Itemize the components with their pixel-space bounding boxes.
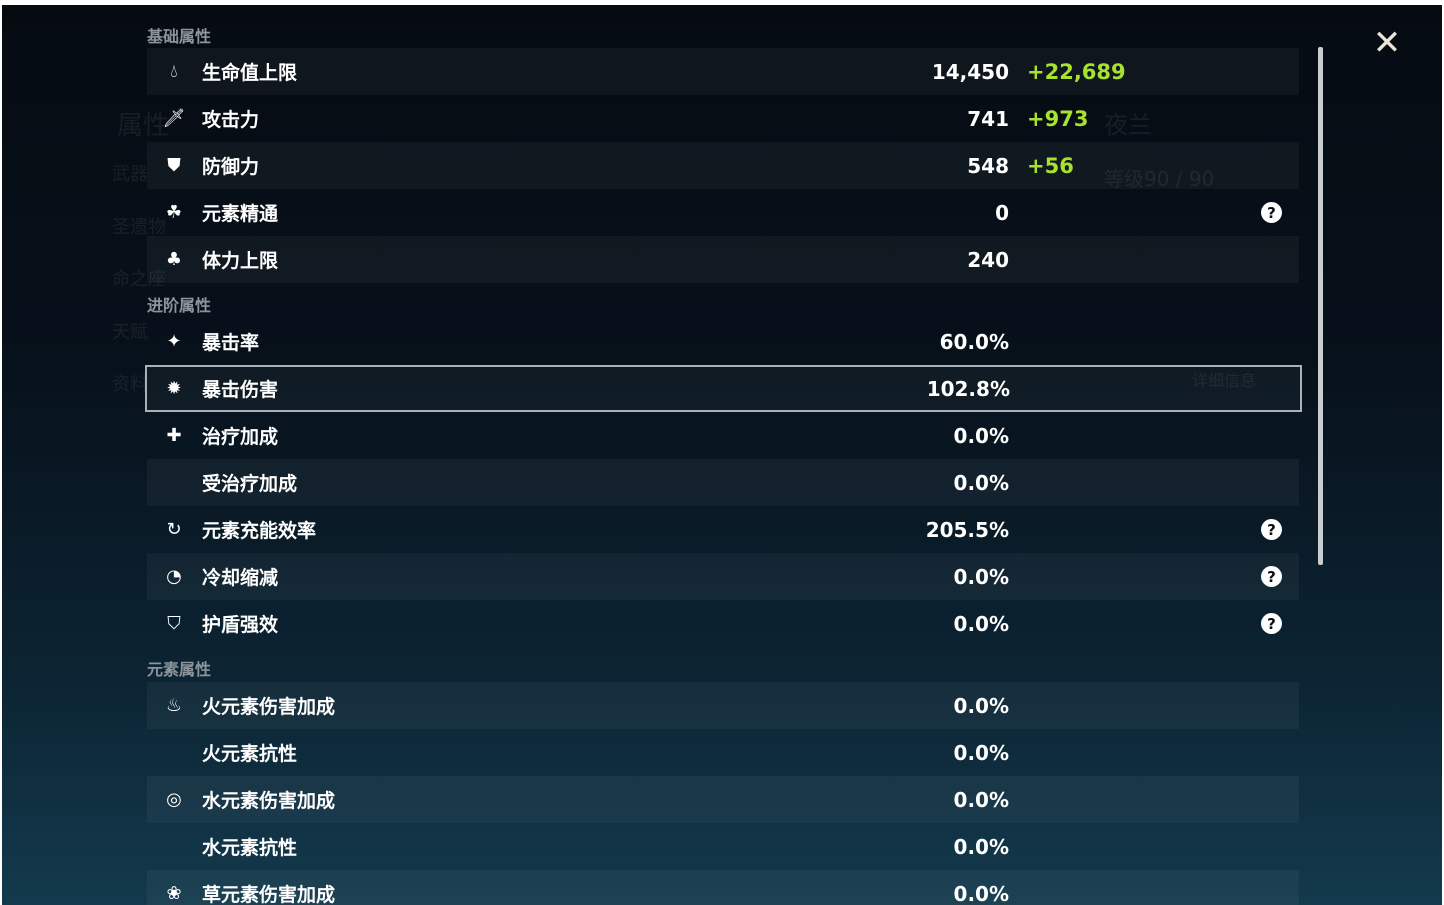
- section-advanced: 进阶属性: [147, 296, 212, 315]
- stat-bonus: +22,689: [1027, 59, 1126, 84]
- stat-label: 元素充能效率: [202, 520, 317, 542]
- bg-menu-2: 圣遗物: [112, 217, 166, 238]
- stat-label: 治疗加成: [202, 426, 279, 448]
- bg-menu-4: 天赋: [112, 322, 148, 343]
- crit-dmg-icon: ✹: [166, 378, 182, 399]
- bg-character-name: 夜兰: [1104, 111, 1152, 139]
- game-screen: 夜兰 等级90 / 90 详细信息 属性 武器 圣遗物 命之座 天赋 资料 基础…: [2, 5, 1442, 905]
- bg-level: 等级90 / 90: [1104, 167, 1215, 191]
- stat-row[interactable]: 受治疗加成 0.0%: [147, 459, 1299, 506]
- stat-label: 元素精通: [202, 203, 279, 225]
- stat-row[interactable]: ♣ 体力上限 240: [147, 236, 1299, 283]
- stat-label: 受治疗加成: [202, 473, 298, 495]
- stat-row[interactable]: 🗡︎ 攻击力 741 +973: [147, 95, 1299, 142]
- bg-menu-0: 属性: [117, 111, 170, 141]
- help-icon[interactable]: ?: [1261, 566, 1282, 587]
- bg-details-button: 详细信息: [1192, 371, 1257, 390]
- stat-row[interactable]: ◎ 水元素伤害加成 0.0%: [147, 776, 1299, 823]
- bg-menu-1: 武器: [112, 164, 148, 185]
- stat-label: 暴击伤害: [202, 379, 279, 401]
- shield-icon: ⛊: [167, 155, 181, 176]
- energy-recharge-icon: ↻: [166, 519, 182, 540]
- stat-row[interactable]: ◔ 冷却缩减 0.0%?: [147, 553, 1299, 600]
- stat-label: 暴击率: [202, 332, 260, 354]
- stat-label: 水元素伤害加成: [202, 790, 336, 812]
- stat-value: 0.0%: [953, 423, 1009, 448]
- stat-value: 548: [967, 153, 1009, 178]
- help-icon[interactable]: ?: [1261, 519, 1282, 540]
- stat-row[interactable]: 水元素抗性 0.0%: [147, 823, 1299, 870]
- sword-icon: 🗡︎: [162, 108, 186, 129]
- stat-label: 体力上限: [202, 250, 279, 272]
- cooldown-icon: ◔: [166, 566, 182, 587]
- stat-bonus: +973: [1027, 106, 1089, 131]
- stat-value: 0: [995, 200, 1009, 225]
- healing-cross-icon: ✚: [166, 425, 182, 446]
- hydro-icon: ◎: [166, 789, 182, 810]
- stat-row[interactable]: 火元素抗性 0.0%: [147, 729, 1299, 776]
- stat-value: 0.0%: [953, 611, 1009, 636]
- stat-value: 741: [967, 106, 1009, 131]
- stat-value: 0.0%: [953, 693, 1009, 718]
- stat-row[interactable]: ♨ 火元素伤害加成 0.0%: [147, 682, 1299, 729]
- stat-row[interactable]: ❀ 草元素伤害加成 0.0%: [147, 870, 1299, 905]
- stat-label: 水元素抗性: [202, 837, 298, 859]
- stat-value: 0.0%: [953, 470, 1009, 495]
- stat-label: 草元素伤害加成: [202, 884, 336, 905]
- stat-label: 护盾强效: [202, 614, 279, 636]
- stat-row[interactable]: ⛊ 防御力 548 +56: [147, 142, 1299, 189]
- close-button[interactable]: ✕: [1367, 23, 1407, 63]
- stat-row[interactable]: ✹ 暴击伤害 102.8%: [145, 365, 1302, 412]
- stat-value: 0.0%: [953, 740, 1009, 765]
- help-icon[interactable]: ?: [1261, 202, 1282, 223]
- bg-menu-5: 资料: [112, 374, 148, 395]
- stat-value: 0.0%: [953, 881, 1009, 905]
- stat-value: 205.5%: [925, 517, 1009, 542]
- dendro-icon: ❀: [166, 883, 182, 904]
- stat-value: 240: [967, 247, 1009, 272]
- section-elemental: 元素属性: [147, 660, 212, 679]
- stat-row[interactable]: ☘︎ 元素精通 0?: [147, 189, 1299, 236]
- stat-row[interactable]: ✚ 治疗加成 0.0%: [147, 412, 1299, 459]
- stat-bonus: +56: [1027, 153, 1074, 178]
- pyro-icon: ♨: [165, 695, 183, 716]
- stat-row[interactable]: ↻ 元素充能效率 205.5%?: [147, 506, 1299, 553]
- hp-drop-icon: 💧︎: [170, 61, 178, 82]
- stat-label: 冷却缩减: [202, 567, 279, 589]
- bg-menu-3: 命之座: [112, 269, 166, 290]
- stat-value: 14,450: [931, 59, 1009, 84]
- stat-value: 0.0%: [953, 564, 1009, 589]
- stat-label: 攻击力: [202, 109, 260, 131]
- stat-value: 0.0%: [953, 834, 1009, 859]
- stat-value: 0.0%: [953, 787, 1009, 812]
- close-icon: ✕: [1372, 23, 1402, 63]
- stat-row[interactable]: ✦ 暴击率 60.0%: [147, 318, 1299, 365]
- stat-label: 防御力: [202, 156, 260, 178]
- stat-row[interactable]: ⛉ 护盾强效 0.0%?: [147, 600, 1299, 647]
- stamina-icon: ♣: [165, 249, 183, 270]
- elemental-mastery-icon: ☘︎: [165, 202, 183, 223]
- scrollbar[interactable]: [1318, 47, 1323, 565]
- crit-rate-icon: ✦: [166, 331, 182, 352]
- stat-label: 火元素伤害加成: [202, 696, 336, 718]
- help-icon[interactable]: ?: [1261, 613, 1282, 634]
- section-basic: 基础属性: [147, 27, 212, 46]
- stat-label: 火元素抗性: [202, 743, 298, 765]
- stat-value: 60.0%: [939, 329, 1009, 354]
- stat-value: 102.8%: [926, 376, 1010, 401]
- stat-row[interactable]: 💧︎ 生命值上限 14,450 +22,689: [147, 48, 1299, 95]
- shield-strength-icon: ⛉: [167, 613, 181, 634]
- stat-label: 生命值上限: [202, 62, 298, 84]
